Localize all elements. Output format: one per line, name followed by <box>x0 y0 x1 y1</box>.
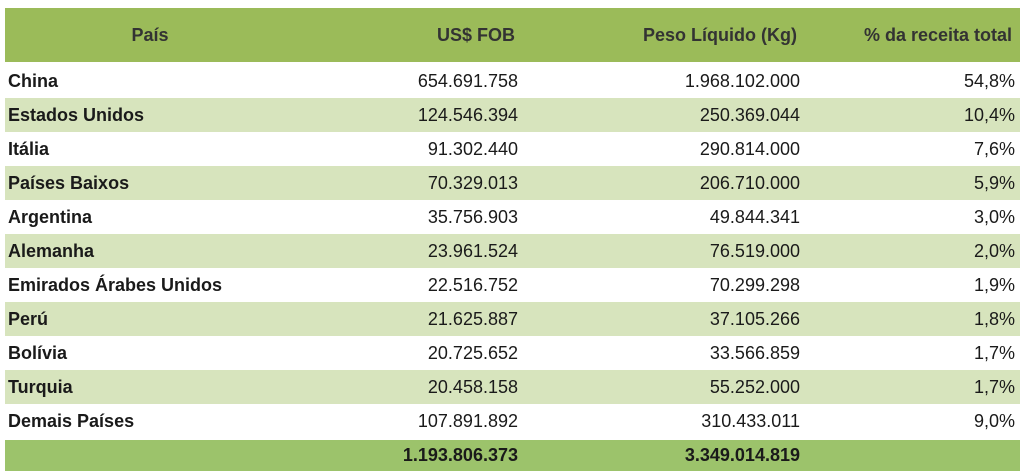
cell-percent-receita: 1,7% <box>973 376 1015 397</box>
cell-usd-fob: 91.302.440 <box>427 138 518 159</box>
cell-usd-fob: 20.725.652 <box>427 342 518 363</box>
cell-usd-fob: 654.691.758 <box>417 70 518 91</box>
cell-country: Países Baixos <box>8 172 130 193</box>
header-pais: País <box>131 24 169 45</box>
total-row: 1.193.806.373 3.349.014.819 <box>5 440 1020 471</box>
cell-country: Estados Unidos <box>8 104 145 125</box>
cell-usd-fob: 107.891.892 <box>417 410 518 431</box>
cell-peso-liquido: 37.105.266 <box>709 308 800 329</box>
table-header: País US$ FOB Peso Líquido (Kg) % da rece… <box>5 8 1020 62</box>
cell-percent-receita: 5,9% <box>973 172 1015 193</box>
cell-country: Turquia <box>8 376 73 397</box>
table-row: Emirados Árabes Unidos 22.516.752 70.299.2… <box>5 268 1020 302</box>
cell-peso-liquido: 70.299.298 <box>709 274 800 295</box>
cell-country: Argentina <box>8 206 93 227</box>
cell-percent-receita: 10,4% <box>963 104 1015 125</box>
header-usd-fob: US$ FOB <box>436 24 515 45</box>
cell-peso-liquido: 76.519.000 <box>709 240 800 261</box>
cell-peso-liquido: 49.844.341 <box>709 206 800 227</box>
table-row: Bolívia 20.725.652 33.566.859 1,7% <box>5 336 1020 370</box>
cell-percent-receita: 1,9% <box>973 274 1015 295</box>
cell-percent-receita: 1,7% <box>973 342 1015 363</box>
table-row: China 654.691.758 1.968.102.000 54,8% <box>5 64 1020 98</box>
cell-country: Demais Países <box>8 410 135 431</box>
cell-peso-liquido: 206.710.000 <box>699 172 800 193</box>
total-usd-fob: 1.193.806.373 <box>402 445 518 465</box>
table-row: Alemanha 23.961.524 76.519.000 2,0% <box>5 234 1020 268</box>
cell-usd-fob: 20.458.158 <box>427 376 518 397</box>
table-row: Países Baixos 70.329.013 206.710.000 5,9% <box>5 166 1020 200</box>
total-peso-liquido: 3.349.014.819 <box>684 445 800 465</box>
cell-percent-receita: 3,0% <box>973 206 1015 227</box>
cell-country: Bolívia <box>8 342 68 363</box>
cell-peso-liquido: 250.369.044 <box>699 104 800 125</box>
cell-usd-fob: 124.546.394 <box>417 104 518 125</box>
cell-country: Alemanha <box>8 240 95 261</box>
cell-peso-liquido: 55.252.000 <box>709 376 800 397</box>
cell-country: Emirados Árabes Unidos <box>8 274 223 295</box>
cell-usd-fob: 21.625.887 <box>427 308 518 329</box>
cell-percent-receita: 9,0% <box>973 410 1015 431</box>
cell-percent-receita: 1,8% <box>973 308 1015 329</box>
cell-percent-receita: 2,0% <box>973 240 1015 261</box>
cell-usd-fob: 23.961.524 <box>427 240 518 261</box>
cell-usd-fob: 35.756.903 <box>427 206 518 227</box>
header-peso-liquido: Peso Líquido (Kg) <box>643 24 797 45</box>
table-row: Itália 91.302.440 290.814.000 7,6% <box>5 132 1020 166</box>
cell-usd-fob: 22.516.752 <box>427 274 518 295</box>
cell-percent-receita: 54,8% <box>963 70 1015 91</box>
table-row: Turquia 20.458.158 55.252.000 1,7% <box>5 370 1020 404</box>
cell-country: Itália <box>8 138 50 159</box>
table-row: Demais Países 107.891.892 310.433.011 9,0% <box>5 404 1020 438</box>
cell-percent-receita: 7,6% <box>973 138 1015 159</box>
cell-peso-liquido: 1.968.102.000 <box>684 70 800 91</box>
cell-peso-liquido: 290.814.000 <box>699 138 800 159</box>
cell-country: China <box>8 70 59 91</box>
table-row: Estados Unidos 124.546.394 250.369.044 10,4… <box>5 98 1020 132</box>
table-row: Perú 21.625.887 37.105.266 1,8% <box>5 302 1020 336</box>
cell-peso-liquido: 310.433.011 <box>701 410 800 431</box>
table-row: Argentina 35.756.903 49.844.341 3,0% <box>5 200 1020 234</box>
cell-peso-liquido: 33.566.859 <box>709 342 800 363</box>
cell-usd-fob: 70.329.013 <box>427 172 518 193</box>
export-table: País US$ FOB Peso Líquido (Kg) % da rece… <box>5 8 1020 471</box>
cell-country: Perú <box>8 308 49 329</box>
header-percent-receita: % da receita total <box>863 24 1012 45</box>
